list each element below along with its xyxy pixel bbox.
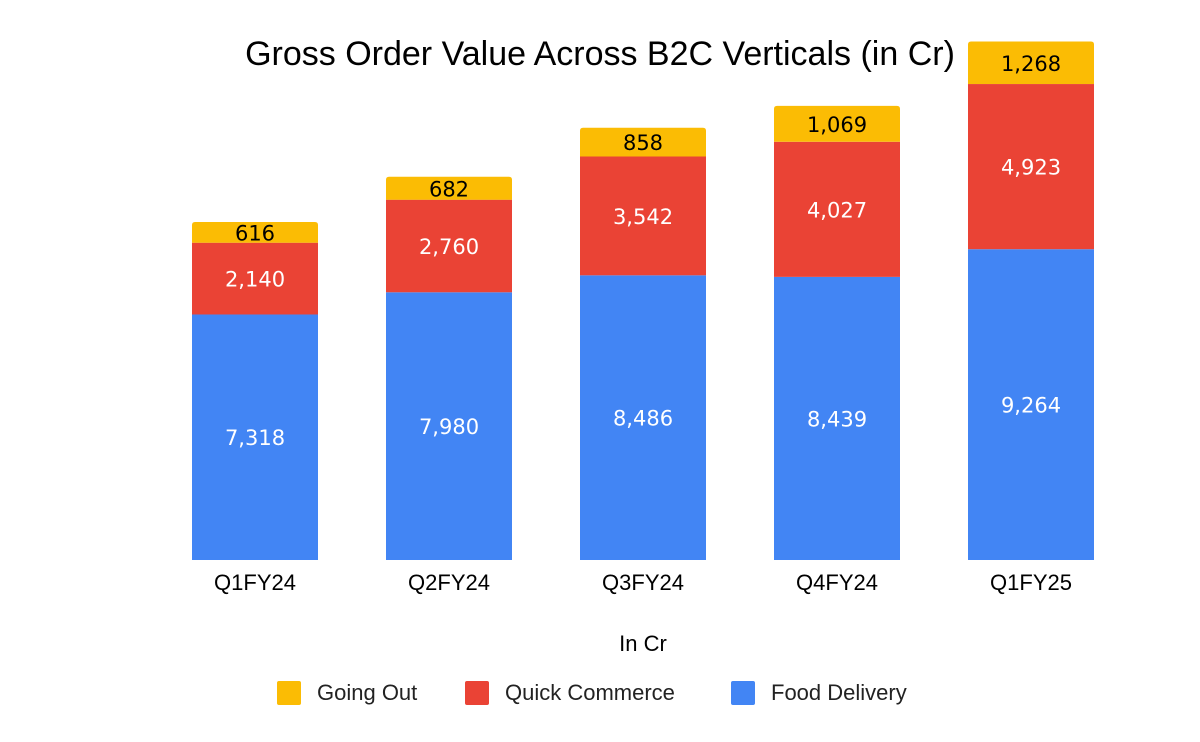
data-label-food-delivery-q1fy24: 7,318 <box>225 426 285 450</box>
bar-going-out-q3fy24 <box>580 127 706 157</box>
legend: Going Out Quick Commerce Food Delivery <box>277 680 907 705</box>
data-label-quick-commerce-q2fy24: 2,760 <box>419 235 479 259</box>
x-tick-label: Q1FY24 <box>214 570 296 595</box>
bar-quick-commerce-q2fy24 <box>386 199 512 293</box>
chart-title: Gross Order Value Across B2C Verticals (… <box>245 35 955 73</box>
data-label-going-out-q4fy24: 1,069 <box>807 113 867 137</box>
bar-area: 7,318 2,140 616 7,980 2,760 682 8,486 3,542 858 8… <box>192 41 1094 560</box>
bar-quick-commerce-q1fy25 <box>968 84 1094 250</box>
legend-label-food-delivery: Food Delivery <box>771 680 907 705</box>
bar-food-delivery-q2fy24 <box>386 292 512 560</box>
x-tick-label: Q2FY24 <box>408 570 490 595</box>
bar-going-out-q2fy24 <box>386 176 512 200</box>
legend-swatch-going-out <box>277 681 301 705</box>
x-axis-ticks: Q1FY24 Q2FY24 Q3FY24 Q4FY24 Q1FY25 <box>214 570 1072 595</box>
legend-item-going-out: Going Out <box>277 680 417 705</box>
legend-swatch-quick-commerce <box>465 681 489 705</box>
bar-food-delivery-q1fy24 <box>192 314 318 560</box>
bar-quick-commerce-q1fy24 <box>192 242 318 315</box>
x-tick-label: Q4FY24 <box>796 570 878 595</box>
data-label-quick-commerce-q3fy24: 3,542 <box>613 205 673 229</box>
data-label-food-delivery-q4fy24: 8,439 <box>807 407 867 431</box>
legend-label-going-out: Going Out <box>317 680 417 705</box>
data-label-going-out-q1fy24: 616 <box>235 221 275 245</box>
bar-food-delivery-q1fy25 <box>968 249 1094 560</box>
legend-swatch-food-delivery <box>731 681 755 705</box>
bar-quick-commerce-q4fy24 <box>774 141 900 277</box>
legend-item-food-delivery: Food Delivery <box>731 680 907 705</box>
data-label-quick-commerce-q1fy24: 2,140 <box>225 268 285 292</box>
x-axis-title: In Cr <box>619 631 667 656</box>
data-label-food-delivery-q3fy24: 8,486 <box>613 407 673 431</box>
bar-going-out-q1fy24 <box>192 222 318 243</box>
data-label-food-delivery-q1fy25: 9,264 <box>1001 394 1061 418</box>
bar-going-out-q4fy24 <box>774 105 900 142</box>
data-label-going-out-q2fy24: 682 <box>429 177 469 201</box>
data-label-quick-commerce-q4fy24: 4,027 <box>807 198 867 222</box>
bar-quick-commerce-q3fy24 <box>580 156 706 276</box>
bar-food-delivery-q3fy24 <box>580 275 706 560</box>
bar-going-out-q1fy25 <box>968 41 1094 85</box>
data-label-quick-commerce-q1fy25: 4,923 <box>1001 156 1061 180</box>
legend-label-quick-commerce: Quick Commerce <box>505 680 675 705</box>
bar-food-delivery-q4fy24 <box>774 276 900 560</box>
data-label-going-out-q1fy25: 1,268 <box>1001 52 1061 76</box>
x-tick-label: Q3FY24 <box>602 570 684 595</box>
data-label-going-out-q3fy24: 858 <box>623 131 663 155</box>
legend-item-quick-commerce: Quick Commerce <box>465 680 675 705</box>
x-tick-label: Q1FY25 <box>990 570 1072 595</box>
data-label-food-delivery-q2fy24: 7,980 <box>419 415 479 439</box>
